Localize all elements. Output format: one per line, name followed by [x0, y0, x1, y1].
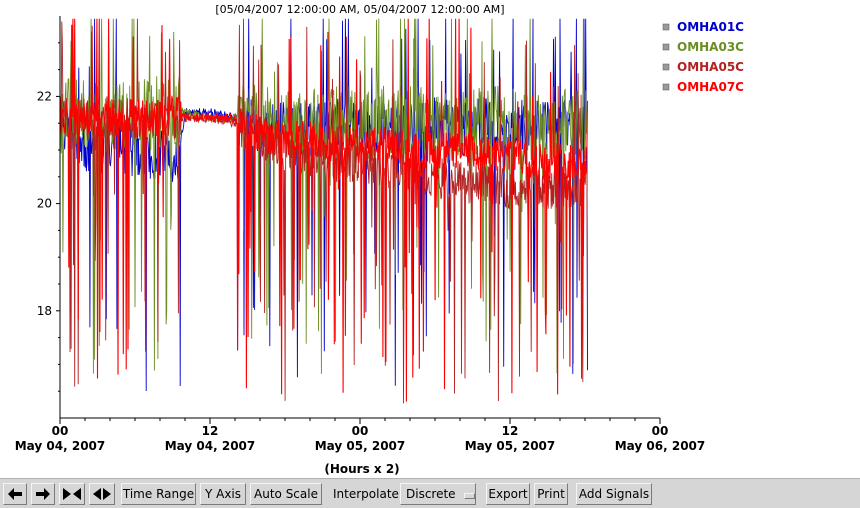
x-tick-date-label: May 05, 2007 — [465, 439, 556, 453]
x-tick-date-label: May 05, 2007 — [315, 439, 406, 453]
legend-marker — [662, 63, 670, 71]
x-tick-date-label: May 04, 2007 — [165, 439, 256, 453]
x-tick-date-label: May 04, 2007 — [15, 439, 106, 453]
plot-area[interactable] — [59, 18, 589, 404]
toolbar: Time Range Y Axis Auto Scale Interpolate… — [0, 478, 860, 508]
export-button[interactable]: Export — [486, 483, 530, 505]
auto-scale-button[interactable]: Auto Scale — [250, 483, 322, 505]
legend: OMHA01C OMHA03C OMHA05C OMHA07C — [662, 20, 744, 94]
legend-marker — [662, 23, 670, 31]
zoom-in-button[interactable] — [59, 483, 85, 505]
legend-marker — [662, 43, 670, 51]
y-axis-button[interactable]: Y Axis — [200, 483, 246, 505]
zoom-out-button[interactable] — [89, 483, 115, 505]
y-tick-label: 20 — [37, 197, 52, 211]
legend-marker — [662, 83, 670, 91]
legend-label: OMHA07C — [677, 80, 744, 94]
x-tick-label: 12 — [202, 424, 219, 438]
arrow-left-icon — [8, 488, 22, 500]
legend-label: OMHA03C — [677, 40, 744, 54]
legend-label: OMHA01C — [677, 20, 744, 34]
zoom-in-icon — [63, 488, 81, 500]
zoom-out-icon — [93, 488, 111, 500]
x-tick-label: 12 — [502, 424, 519, 438]
scroll-right-button[interactable] — [31, 483, 55, 505]
interpolate-label: Interpolate: — [333, 487, 403, 501]
y-tick-label: 22 — [37, 89, 52, 103]
chart-title: [05/04/2007 12:00:00 AM, 05/04/2007 12:0… — [215, 3, 504, 16]
x-tick-label: 00 — [352, 424, 369, 438]
add-signals-button[interactable]: Add Signals — [576, 483, 652, 505]
chart: [05/04/2007 12:00:00 AM, 05/04/2007 12:0… — [15, 3, 744, 476]
x-axis-label: (Hours x 2) — [324, 462, 399, 476]
legend-label: OMHA05C — [677, 60, 744, 74]
x-tick-label: 00 — [52, 424, 69, 438]
interpolate-value: Discrete — [406, 487, 456, 501]
y-tick-label: 18 — [37, 304, 52, 318]
y-axis: 18 20 22 — [37, 42, 60, 392]
dropdown-indicator-icon — [463, 492, 475, 499]
series-line-omha07c — [59, 18, 589, 402]
x-tick-date-label: May 06, 2007 — [615, 439, 706, 453]
time-range-button[interactable]: Time Range — [121, 483, 196, 505]
interpolate-select[interactable]: Discrete — [400, 483, 476, 505]
print-button[interactable]: Print — [534, 483, 568, 505]
scroll-left-button[interactable] — [3, 483, 27, 505]
x-tick-label: 00 — [652, 424, 669, 438]
arrow-right-icon — [36, 488, 50, 500]
